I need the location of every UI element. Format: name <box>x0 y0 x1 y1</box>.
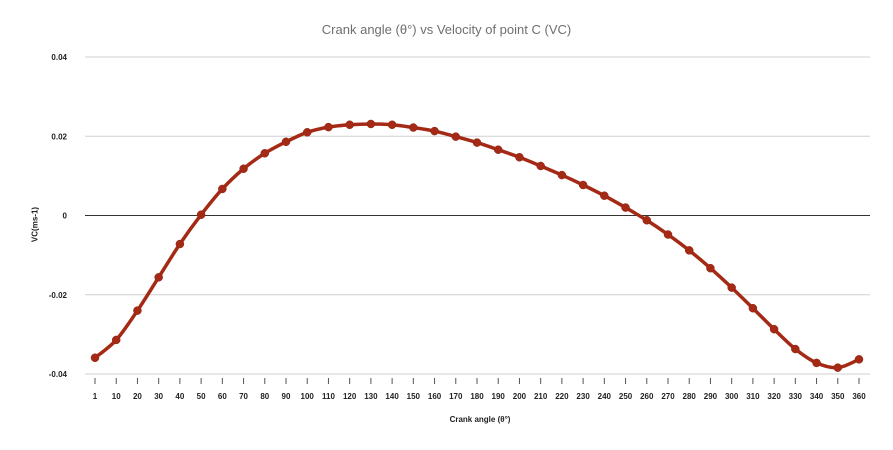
x-tick-label: 330 <box>789 392 803 401</box>
data-point <box>366 119 376 129</box>
x-tick-label: 210 <box>534 392 548 401</box>
x-tick-label: 110 <box>322 392 335 401</box>
x-tick-label: 240 <box>598 392 612 401</box>
data-point <box>854 355 864 364</box>
x-tick-label: 220 <box>555 392 569 401</box>
data-point <box>684 246 694 255</box>
data-point <box>324 122 333 132</box>
data-point <box>451 132 461 141</box>
data-point <box>748 303 758 313</box>
x-tick-label: 290 <box>704 392 718 401</box>
data-point <box>90 353 100 363</box>
x-tick-label: 40 <box>175 392 184 401</box>
data-point <box>430 126 439 136</box>
x-tick-label: 120 <box>343 392 357 401</box>
data-point <box>536 161 545 171</box>
x-tick-label: 10 <box>112 392 121 401</box>
x-tick-label: 50 <box>197 392 206 401</box>
x-tick-label: 270 <box>661 392 675 401</box>
data-point <box>515 153 524 162</box>
data-point <box>791 344 800 354</box>
y-tick-label: 0.04 <box>51 53 67 62</box>
chart-title: Crank angle (θ°) vs Velocity of point C … <box>321 22 572 37</box>
data-point <box>642 216 652 225</box>
x-tick-label: 60 <box>218 392 227 401</box>
x-tick-label: 90 <box>282 392 291 401</box>
x-tick-label: 320 <box>767 392 781 401</box>
y-axis-title: VC(ms-1) <box>30 206 40 243</box>
data-point <box>663 230 673 239</box>
x-tick-label: 150 <box>407 392 421 401</box>
x-tick-label: 200 <box>513 392 527 401</box>
x-tick-label: 310 <box>746 392 760 401</box>
x-tick-label: 350 <box>831 392 845 401</box>
y-tick-label: -0.02 <box>49 291 68 300</box>
data-point <box>345 120 354 130</box>
data-point <box>621 203 630 212</box>
data-point <box>409 123 418 132</box>
x-axis-title: Crank angle (θ°) <box>449 415 511 424</box>
x-tick-label: 160 <box>428 392 442 401</box>
x-tick-label: 70 <box>239 392 248 401</box>
data-point <box>578 180 588 190</box>
y-tick-label: -0.04 <box>49 370 68 379</box>
data-point <box>260 149 270 158</box>
x-tick-label: 300 <box>725 392 739 401</box>
data-point <box>281 137 291 147</box>
data-point <box>727 283 736 292</box>
x-tick-label: 20 <box>133 392 142 401</box>
data-point <box>493 145 503 154</box>
x-tick-label: 190 <box>492 392 506 401</box>
data-point <box>600 191 609 200</box>
data-point <box>154 273 163 282</box>
x-tick-label: 80 <box>260 392 269 401</box>
y-tick-label: 0.02 <box>51 132 67 141</box>
x-tick-label: 170 <box>449 392 463 401</box>
x-tick-label: 250 <box>619 392 633 401</box>
data-point <box>111 335 121 345</box>
data-point <box>239 164 248 173</box>
x-tick-label: 1 <box>93 392 98 401</box>
data-point <box>706 263 715 273</box>
data-point <box>302 128 312 137</box>
data-point <box>218 184 227 194</box>
data-point <box>133 306 142 315</box>
data-point <box>387 120 397 130</box>
x-tick-label: 260 <box>640 392 654 401</box>
data-point <box>812 358 821 368</box>
series-line <box>93 122 861 370</box>
data-point <box>472 138 482 147</box>
x-tick-label: 360 <box>852 392 866 401</box>
data-point <box>769 324 779 334</box>
x-tick-label: 130 <box>364 392 378 401</box>
y-tick-label: 0 <box>63 212 68 221</box>
x-tick-label: 180 <box>470 392 484 401</box>
data-point <box>196 210 206 219</box>
x-tick-label: 280 <box>683 392 697 401</box>
x-tick-label: 340 <box>810 392 824 401</box>
x-tick-label: 30 <box>154 392 163 401</box>
data-point <box>557 170 567 180</box>
x-tick-label: 100 <box>301 392 315 401</box>
data-point <box>833 363 843 372</box>
x-tick-label: 140 <box>385 392 399 401</box>
data-point <box>175 239 185 249</box>
x-tick-label: 230 <box>576 392 590 401</box>
